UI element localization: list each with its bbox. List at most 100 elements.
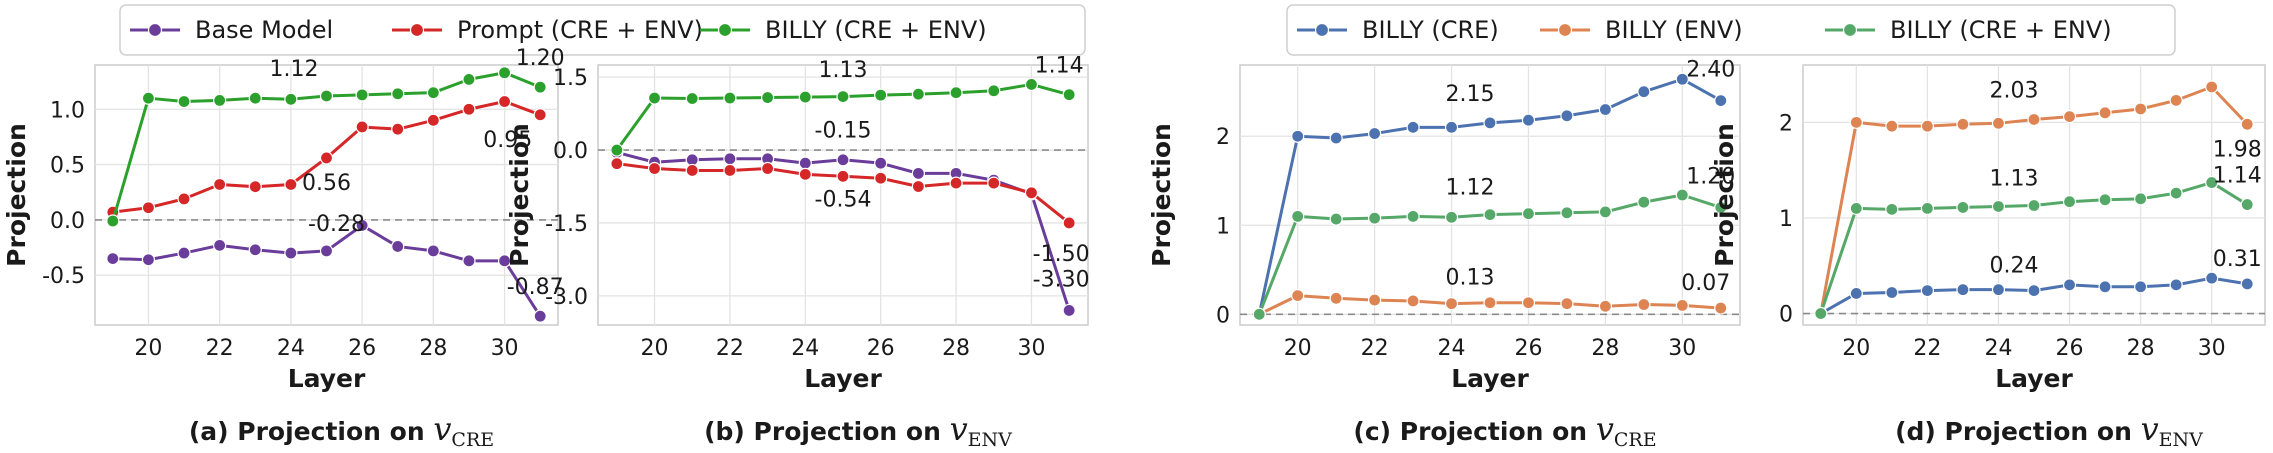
legend-entry: Base Model [130,16,333,44]
legend-label: BILLY (CRE + ENV) [1890,16,2112,44]
legend-entry: BILLY (CRE) [1297,16,1499,44]
data-point [426,244,440,258]
data-point [761,161,775,176]
plot-area [1239,64,1741,326]
data-point [1521,113,1536,127]
x-tick-label: 30 [491,336,519,361]
data-point [1406,294,1420,308]
y-axis-label: Projection [505,123,534,267]
data-point [1483,116,1497,130]
data-point [685,91,699,106]
legend-label: BILLY (ENV) [1605,16,1743,44]
data-point [723,163,737,178]
data-annotation: 2.40 [1686,58,1735,83]
data-point [2205,271,2219,285]
x-tick-label: 22 [716,336,744,361]
data-point [2062,195,2077,209]
x-tick-label: 24 [277,336,305,361]
y-tick-label: 0 [1779,303,1793,328]
data-point [1885,202,1899,216]
legend-marker-swatch [1314,22,1330,38]
series-base-model [106,218,547,323]
data-point [1560,297,1574,311]
y-tick-label: 0.0 [553,139,588,164]
data-point [1714,301,1728,315]
y-tick-label: 1 [1779,207,1793,232]
data-point [533,309,547,323]
data-point [355,120,369,134]
data-point [319,89,334,103]
data-point [1814,306,1828,321]
legend-entry: BILLY (CRE + ENV) [700,16,987,44]
y-tick-label: 0.0 [50,209,85,234]
x-axis-label: Layer [1995,364,2073,393]
x-tick-label: 30 [2198,336,2226,361]
y-tick-label: 2 [1216,125,1230,150]
legend-label: Base Model [195,16,333,44]
data-point [1368,126,1382,141]
data-point [911,166,925,180]
x-tick-label: 26 [2056,336,2084,361]
data-point [2098,106,2112,120]
data-point [1920,119,1934,133]
data-annotation: -0.28 [308,212,365,237]
data-annotation: 1.12 [1446,176,1495,201]
data-point [177,94,191,109]
y-tick-label: 0 [1216,303,1230,328]
data-point [836,89,850,104]
data-point [647,161,662,176]
x-tick-label: 24 [1438,336,1466,361]
data-point [1598,205,1612,219]
data-point [2169,278,2183,292]
data-point [987,84,1001,98]
legend-marker-swatch [409,22,425,38]
data-point [1714,94,1728,108]
data-point [1637,195,1651,209]
data-point [2240,197,2254,212]
data-point [2062,278,2077,292]
y-tick-label: 1 [1216,214,1230,239]
data-point [391,239,405,254]
data-point [1637,85,1651,99]
data-point [2027,198,2041,213]
data-point [1062,88,1076,102]
data-point [1598,102,1612,117]
plot-area [597,64,1089,326]
x-axis-label: Layer [804,364,882,393]
data-point [141,253,156,267]
y-axis-label: Projection [1147,123,1176,267]
data-point [248,91,262,105]
data-point [1598,299,1612,313]
series-billy-cre-env [1252,188,1728,321]
data-point [1885,119,1899,133]
data-annotation: -1.50 [1033,242,1090,267]
x-tick-label: 20 [134,336,162,361]
data-point [610,157,624,171]
data-annotation: -0.54 [815,187,872,212]
x-tick-label: 20 [641,336,669,361]
data-point [1062,216,1076,230]
legend-marker-swatch [1557,22,1573,38]
data-point [533,108,547,122]
data-point [1291,209,1305,223]
x-tick-label: 30 [1017,336,1045,361]
data-point [213,177,227,192]
data-point [1024,186,1039,200]
data-point [1368,211,1382,225]
x-tick-label: 28 [1591,336,1619,361]
data-annotation: -0.87 [507,275,564,300]
data-point [1991,116,2006,130]
data-point [462,254,476,268]
data-point [1560,206,1574,220]
data-point [1920,283,1934,298]
data-point [426,113,440,127]
y-tick-label: -1.5 [545,212,588,237]
x-axis-label: Layer [1451,364,1529,393]
data-annotation: 1.98 [2213,137,2262,162]
data-point [1956,117,1970,131]
data-point [836,153,850,167]
data-point [426,86,440,100]
data-point [798,167,812,181]
x-tick-label: 26 [1514,336,1542,361]
data-point [874,171,888,185]
